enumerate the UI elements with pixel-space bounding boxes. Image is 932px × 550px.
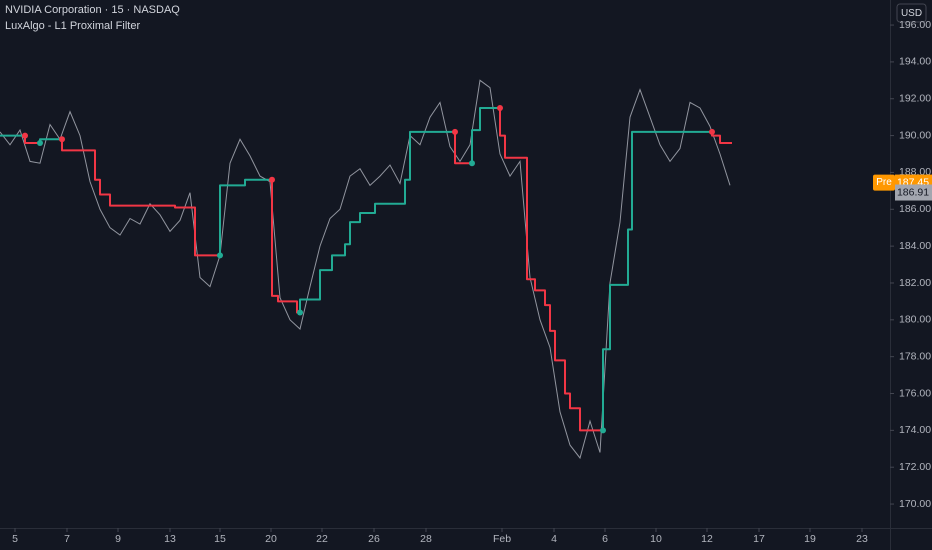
x-tick-label: 12 (701, 533, 713, 545)
x-tick-label: 28 (420, 533, 432, 545)
currency[interactable]: USD (901, 8, 922, 19)
x-tick-label: 9 (115, 533, 121, 545)
trend-switch-dot (469, 160, 475, 167)
trend-switch-dot (297, 309, 303, 316)
trend-switch-dot (217, 252, 223, 259)
y-tick-label: 190.00 (899, 129, 931, 141)
price-line (0, 79, 731, 460)
x-tick-label: 7 (64, 533, 70, 545)
trend-switch-dot (452, 128, 458, 135)
trend-switch-dot (22, 132, 28, 139)
trend-switch-dot (59, 136, 65, 143)
x-tick-label: 23 (856, 533, 868, 545)
y-tick-label: 196.00 (899, 19, 931, 31)
x-tick-label: 20 (265, 533, 277, 545)
y-tick-label: 186.00 (899, 203, 931, 215)
y-tick-label: 178.00 (899, 350, 931, 362)
trend-switch-dot (709, 128, 715, 135)
filter-line (61, 139, 220, 257)
x-tick-label: 10 (650, 533, 662, 545)
pre-tag (873, 174, 895, 191)
filter-line (602, 130, 712, 431)
y-tick-label: 180.00 (899, 314, 931, 326)
filter-line (454, 131, 472, 165)
x-tick-label: 19 (804, 533, 816, 545)
x-tick-label: 15 (214, 533, 226, 545)
plot-area (0, 79, 732, 460)
trend-switch-dot (600, 427, 606, 434)
filter-line (299, 130, 455, 313)
y-tick-label: 174.00 (899, 424, 931, 436)
y-tick-label: 182.00 (899, 277, 931, 289)
last-price: 186.91 (897, 186, 929, 198)
filter-line (499, 107, 603, 432)
x-tick-label: 26 (368, 533, 380, 545)
filter-line (471, 106, 500, 164)
x-tick-label: 6 (602, 533, 608, 545)
trend-switch-dot (37, 139, 43, 146)
x-tick-label: Feb (493, 533, 511, 545)
currency-button[interactable] (896, 3, 927, 23)
x-tick-label: 17 (753, 533, 765, 545)
chart-title: NVIDIA Corporation · 15 · NASDAQ (5, 4, 180, 16)
x-tick-label: 22 (316, 533, 328, 545)
trend-switch-dot (497, 104, 503, 111)
pre-label: Pre (876, 177, 892, 188)
x-tick-label: 13 (164, 533, 176, 545)
x-tick-label: 5 (12, 533, 18, 545)
y-tick-label: 184.00 (899, 240, 931, 252)
indicator-title: LuxAlgo - L1 Proximal Filter (5, 20, 140, 32)
y-tick-label: 192.00 (899, 93, 931, 105)
x-tick-label: 4 (551, 533, 557, 545)
trend-switch-dot (269, 176, 275, 183)
y-tick-label: 176.00 (899, 387, 931, 399)
y-tick-label: 170.00 (899, 498, 931, 510)
y-tick-label: 194.00 (899, 56, 931, 68)
y-tick-label: 172.00 (899, 461, 931, 473)
filter-line (219, 178, 272, 256)
last-price-tag (895, 184, 932, 201)
